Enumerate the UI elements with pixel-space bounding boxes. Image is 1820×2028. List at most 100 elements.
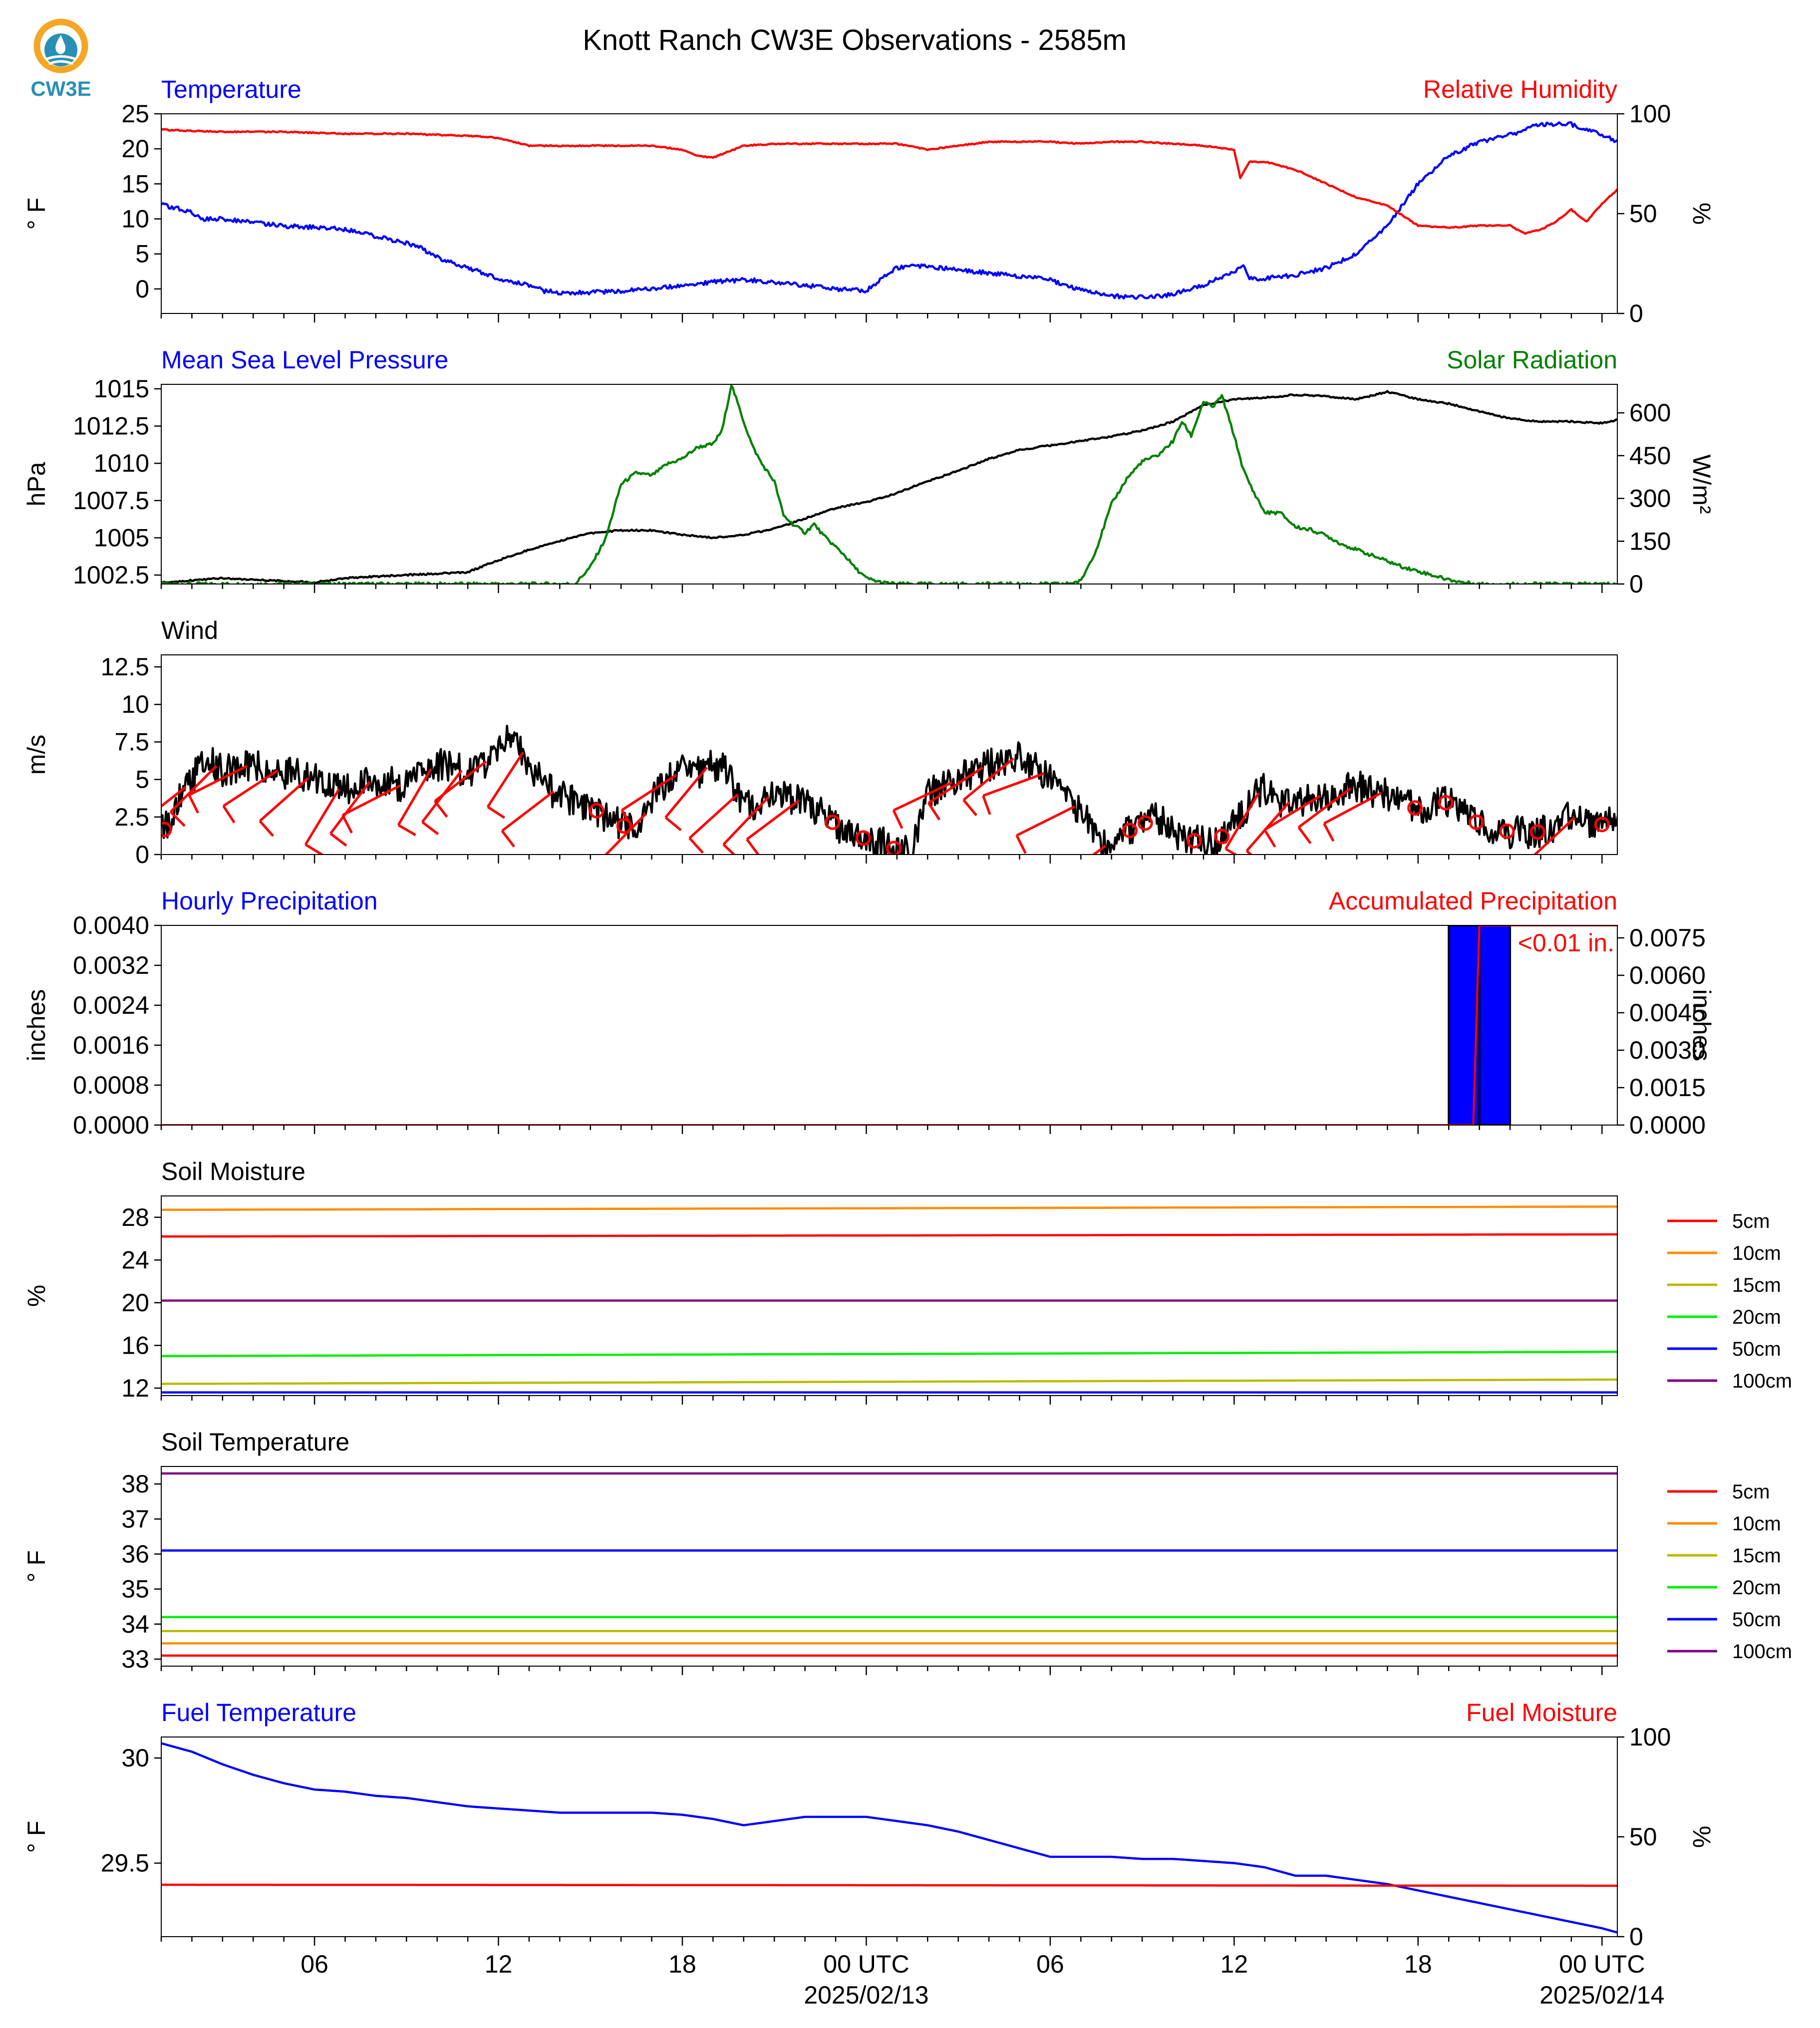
wind-barb-flag xyxy=(927,802,941,821)
cw3e-logo-icon: CW3E xyxy=(30,18,91,100)
wind-barb xyxy=(486,752,524,808)
precip-annotation: <0.01 in. xyxy=(1518,929,1614,957)
x-tick-label: 06 xyxy=(301,1950,328,1978)
y-tick-label: 2.5 xyxy=(114,803,149,831)
panel-title-right: Fuel Moisture xyxy=(1466,1699,1617,1727)
y-right-tick-label: 0.0075 xyxy=(1629,924,1706,952)
wind-calm-marker xyxy=(855,830,871,846)
y-right-tick-label: 0.0045 xyxy=(1629,999,1706,1027)
legend-label: 10cm xyxy=(1732,1242,1781,1264)
y-tick-label: 25 xyxy=(121,100,149,128)
wind-barb xyxy=(1533,817,1575,855)
y-tick-label: 16 xyxy=(121,1331,149,1359)
y-tick-label: 29.5 xyxy=(101,1849,149,1877)
wind-barb-flag xyxy=(1015,835,1027,854)
soil_temp-plot-area xyxy=(161,1472,1617,1657)
y-tick-label: 20 xyxy=(121,1289,149,1317)
wind-barb-flag xyxy=(1263,829,1276,848)
y-tick-label: 28 xyxy=(121,1203,149,1231)
y-right-axis-label: W/m² xyxy=(1688,454,1716,514)
y-tick-label: 36 xyxy=(121,1540,149,1568)
wind-calm-marker xyxy=(161,822,172,838)
y-tick-label: 0.0040 xyxy=(73,911,149,939)
y-tick-label: 1015 xyxy=(94,375,149,403)
wind-barb-flag xyxy=(601,861,615,874)
wind-barb-flag xyxy=(1527,862,1540,876)
wind-barb-flag xyxy=(962,799,977,817)
wind-calm-marker xyxy=(886,841,902,855)
panel-title-right: Accumulated Precipitation xyxy=(1329,887,1617,915)
wind-plot-area xyxy=(161,725,1617,876)
precip-bar xyxy=(1478,925,1512,1125)
panel-title-left: Soil Temperature xyxy=(161,1428,349,1456)
wind-calm-marker xyxy=(1438,795,1454,811)
y-axis-label: inches xyxy=(22,989,50,1062)
y-tick-label: 38 xyxy=(121,1470,149,1498)
y-right-tick-label: 100 xyxy=(1629,1723,1671,1751)
y-tick-label: 1007.5 xyxy=(73,487,149,515)
y-tick-label: 1012.5 xyxy=(73,412,149,440)
legend-label: 50cm xyxy=(1732,1338,1781,1360)
wind-barb xyxy=(161,786,187,808)
legend-label: 10cm xyxy=(1732,1513,1781,1535)
wind-barb xyxy=(304,788,340,846)
wind-barb xyxy=(688,793,739,839)
y-tick-label: 0 xyxy=(135,841,149,869)
y-right-tick-label: 50 xyxy=(1629,1823,1657,1851)
wind-barb xyxy=(621,774,677,812)
wind-calm-marker xyxy=(1469,814,1485,830)
soil_temp-frame xyxy=(161,1466,1618,1667)
y-tick-label: 7.5 xyxy=(114,728,149,756)
y-axis-label: m/s xyxy=(22,735,50,775)
wind-barb-flag xyxy=(421,821,439,836)
series-blue-line xyxy=(161,1742,1617,1934)
wind-barb-flag xyxy=(1297,826,1312,844)
x-tick-label: 00 UTC xyxy=(1559,1950,1645,1978)
wind-barb xyxy=(397,768,432,826)
wind-calm-marker xyxy=(1407,800,1423,816)
wind-barb xyxy=(501,790,555,832)
x-tick-label: 00 UTC xyxy=(823,1950,909,1978)
wind-barb xyxy=(259,777,309,822)
wind-calm-marker xyxy=(589,803,605,819)
soil_moisture-frame xyxy=(161,1195,1618,1396)
accumulated-precip-line xyxy=(161,925,1617,1125)
y-tick-label: 30 xyxy=(121,1744,149,1772)
y-right-tick-label: 0 xyxy=(1629,1923,1643,1951)
wind-barb xyxy=(342,784,401,817)
wind-barb xyxy=(664,766,708,819)
y-tick-label: 0.0032 xyxy=(73,951,149,979)
panel-precip: <0.01 in. 0.0000 0.0008 0.0016 0.0024 0.0032 0… xyxy=(22,887,1716,1139)
y-tick-label: 1010 xyxy=(94,449,149,477)
wind-barb-flag xyxy=(259,820,274,837)
legend-label: 50cm xyxy=(1732,1609,1781,1631)
wind-calm-marker xyxy=(1187,833,1203,849)
y-right-tick-label: 0.0060 xyxy=(1629,961,1706,989)
wind-barb-flag xyxy=(329,833,347,847)
precip-frame xyxy=(161,925,1618,1126)
y-tick-label: 0.0016 xyxy=(73,1031,149,1059)
y-tick-label: 33 xyxy=(121,1645,149,1673)
wind-barb-flag xyxy=(620,809,634,828)
x-tick-label: 18 xyxy=(1404,1950,1432,1978)
y-tick-label: 5 xyxy=(135,240,149,268)
legend-label: 20cm xyxy=(1732,1577,1781,1599)
wind-barb-flag xyxy=(222,805,236,824)
wind-barb xyxy=(188,765,248,797)
y-right-tick-label: 0.0015 xyxy=(1629,1074,1706,1102)
wind-barb xyxy=(1323,792,1382,825)
wind-barb xyxy=(434,760,487,802)
y-tick-label: 20 xyxy=(121,135,149,163)
legend-label: 20cm xyxy=(1732,1306,1781,1328)
panel-title-right: Relative Humidity xyxy=(1423,75,1617,103)
x-tick-label: 12 xyxy=(485,1950,513,1978)
series-15cm-line xyxy=(161,1378,1617,1385)
panel-title-left: Temperature xyxy=(161,75,302,103)
wind-barb-flag xyxy=(722,844,736,855)
series-black-line xyxy=(161,390,1617,584)
panel-title-left: Mean Sea Level Pressure xyxy=(161,346,448,374)
y-tick-label: 10 xyxy=(121,205,149,233)
wind-barb-flag xyxy=(892,810,904,829)
wind-barb xyxy=(722,796,769,846)
